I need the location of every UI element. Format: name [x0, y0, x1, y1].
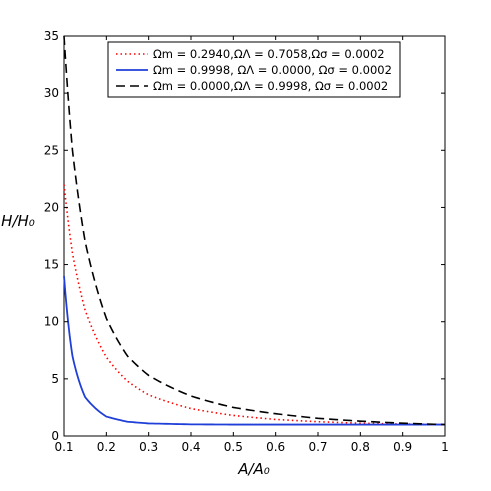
- y-tick-label: 10: [44, 315, 59, 329]
- series-line-2: [63, 35, 446, 426]
- x-tick-label: 0.4: [181, 440, 200, 454]
- x-tick-label: 1: [441, 440, 449, 454]
- y-tick-label: 30: [44, 86, 59, 100]
- y-tick-label: 25: [44, 143, 59, 157]
- y-tick-label: 5: [51, 372, 59, 386]
- x-axis-ticks: 0.1 0.2 0.3 0.4 0.5 0.6 0.7 0.8 0.9 1: [54, 36, 449, 454]
- y-tick-label: 35: [44, 29, 59, 43]
- x-tick-label: 0.3: [139, 440, 158, 454]
- series-line-1: [63, 275, 445, 426]
- x-axis-label: A/A₀: [237, 460, 270, 478]
- plot-area: [63, 35, 446, 437]
- legend-box: [107, 41, 401, 98]
- y-tick-label: 0: [51, 429, 59, 443]
- x-tick-label: 0.7: [308, 440, 327, 454]
- y-axis-label: H/H₀: [1, 212, 35, 230]
- legend: Ωm = 0.2940,ΩΛ = 0.7058,Ωσ = 0.0002 Ωm = …: [107, 41, 401, 98]
- y-axis-ticks: 0 5 10 15 20 25 30 35: [44, 29, 445, 443]
- legend-entry: Ωm = 0.0000,ΩΛ = 0.9998, Ωσ = 0.0002: [153, 79, 388, 93]
- y-tick-label: 15: [44, 258, 59, 272]
- series-layer: [63, 35, 446, 426]
- x-tick-label: 0.6: [266, 440, 285, 454]
- y-tick-label: 20: [44, 200, 59, 214]
- x-tick-label: 0.2: [97, 440, 116, 454]
- series-line-0: [63, 184, 446, 426]
- legend-entry: Ωm = 0.2940,ΩΛ = 0.7058,Ωσ = 0.0002: [153, 47, 385, 61]
- legend-entry: Ωm = 0.9998, ΩΛ = 0.0000, Ωσ = 0.0002: [153, 63, 392, 77]
- x-tick-label: 0.5: [224, 440, 243, 454]
- x-tick-label: 0.9: [393, 440, 412, 454]
- x-tick-label: 0.8: [351, 440, 370, 454]
- x-tick-label: 0.1: [54, 440, 73, 454]
